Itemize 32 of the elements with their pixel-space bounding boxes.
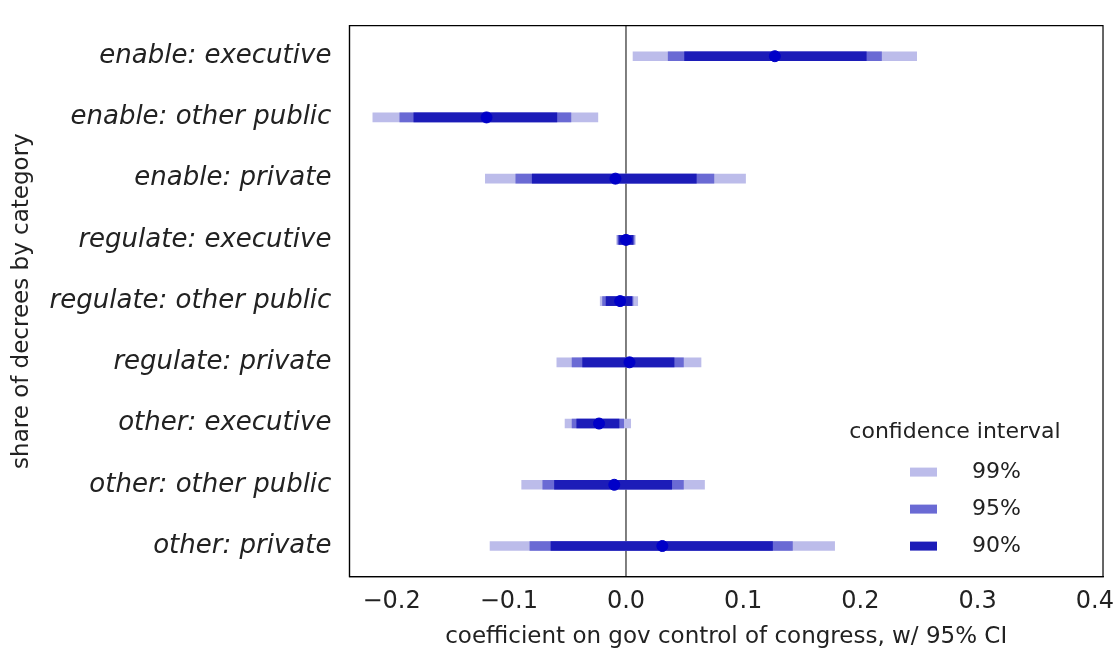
x-tick-label: 0.2 [841, 586, 880, 615]
y-tick-label: regulate: other public [49, 283, 332, 314]
y-tick-label: regulate: private [113, 345, 332, 376]
x-tick-label: 0.4 [1075, 586, 1114, 615]
legend-label: 95% [972, 494, 1021, 520]
bar [554, 479, 673, 490]
y-tick-label: enable: other public [70, 100, 332, 131]
legend-label: 90% [972, 531, 1021, 557]
point [623, 356, 636, 369]
y-tick-label: enable: private [134, 161, 332, 192]
point [480, 111, 493, 124]
bar [550, 541, 773, 551]
y-tick-label: other: other public [89, 467, 332, 498]
x-tick-label: 0.1 [724, 586, 763, 615]
y-tick-label: other: executive [118, 406, 332, 437]
legend-title: confidence interval [849, 418, 1061, 444]
point [609, 172, 622, 185]
y-tick-label: enable: executive [99, 38, 332, 69]
point [768, 50, 781, 63]
x-tick-label: 0.3 [958, 586, 997, 615]
x-tick-label: 0.0 [606, 586, 646, 615]
point [608, 478, 621, 491]
y-axis-title: share of decrees by category [6, 133, 33, 469]
x-tick-label: −0.1 [479, 586, 538, 615]
legend-label: 99% [972, 457, 1021, 483]
point [656, 539, 669, 552]
y-tick-label: other: private [153, 528, 332, 559]
point [614, 295, 627, 308]
x-axis-title: coefficient on gov control of congress, w/ 95% CI [445, 622, 1008, 649]
point [593, 417, 606, 430]
x-tick-label: −0.2 [362, 586, 421, 615]
y-tick-label: regulate: executive [78, 222, 332, 253]
